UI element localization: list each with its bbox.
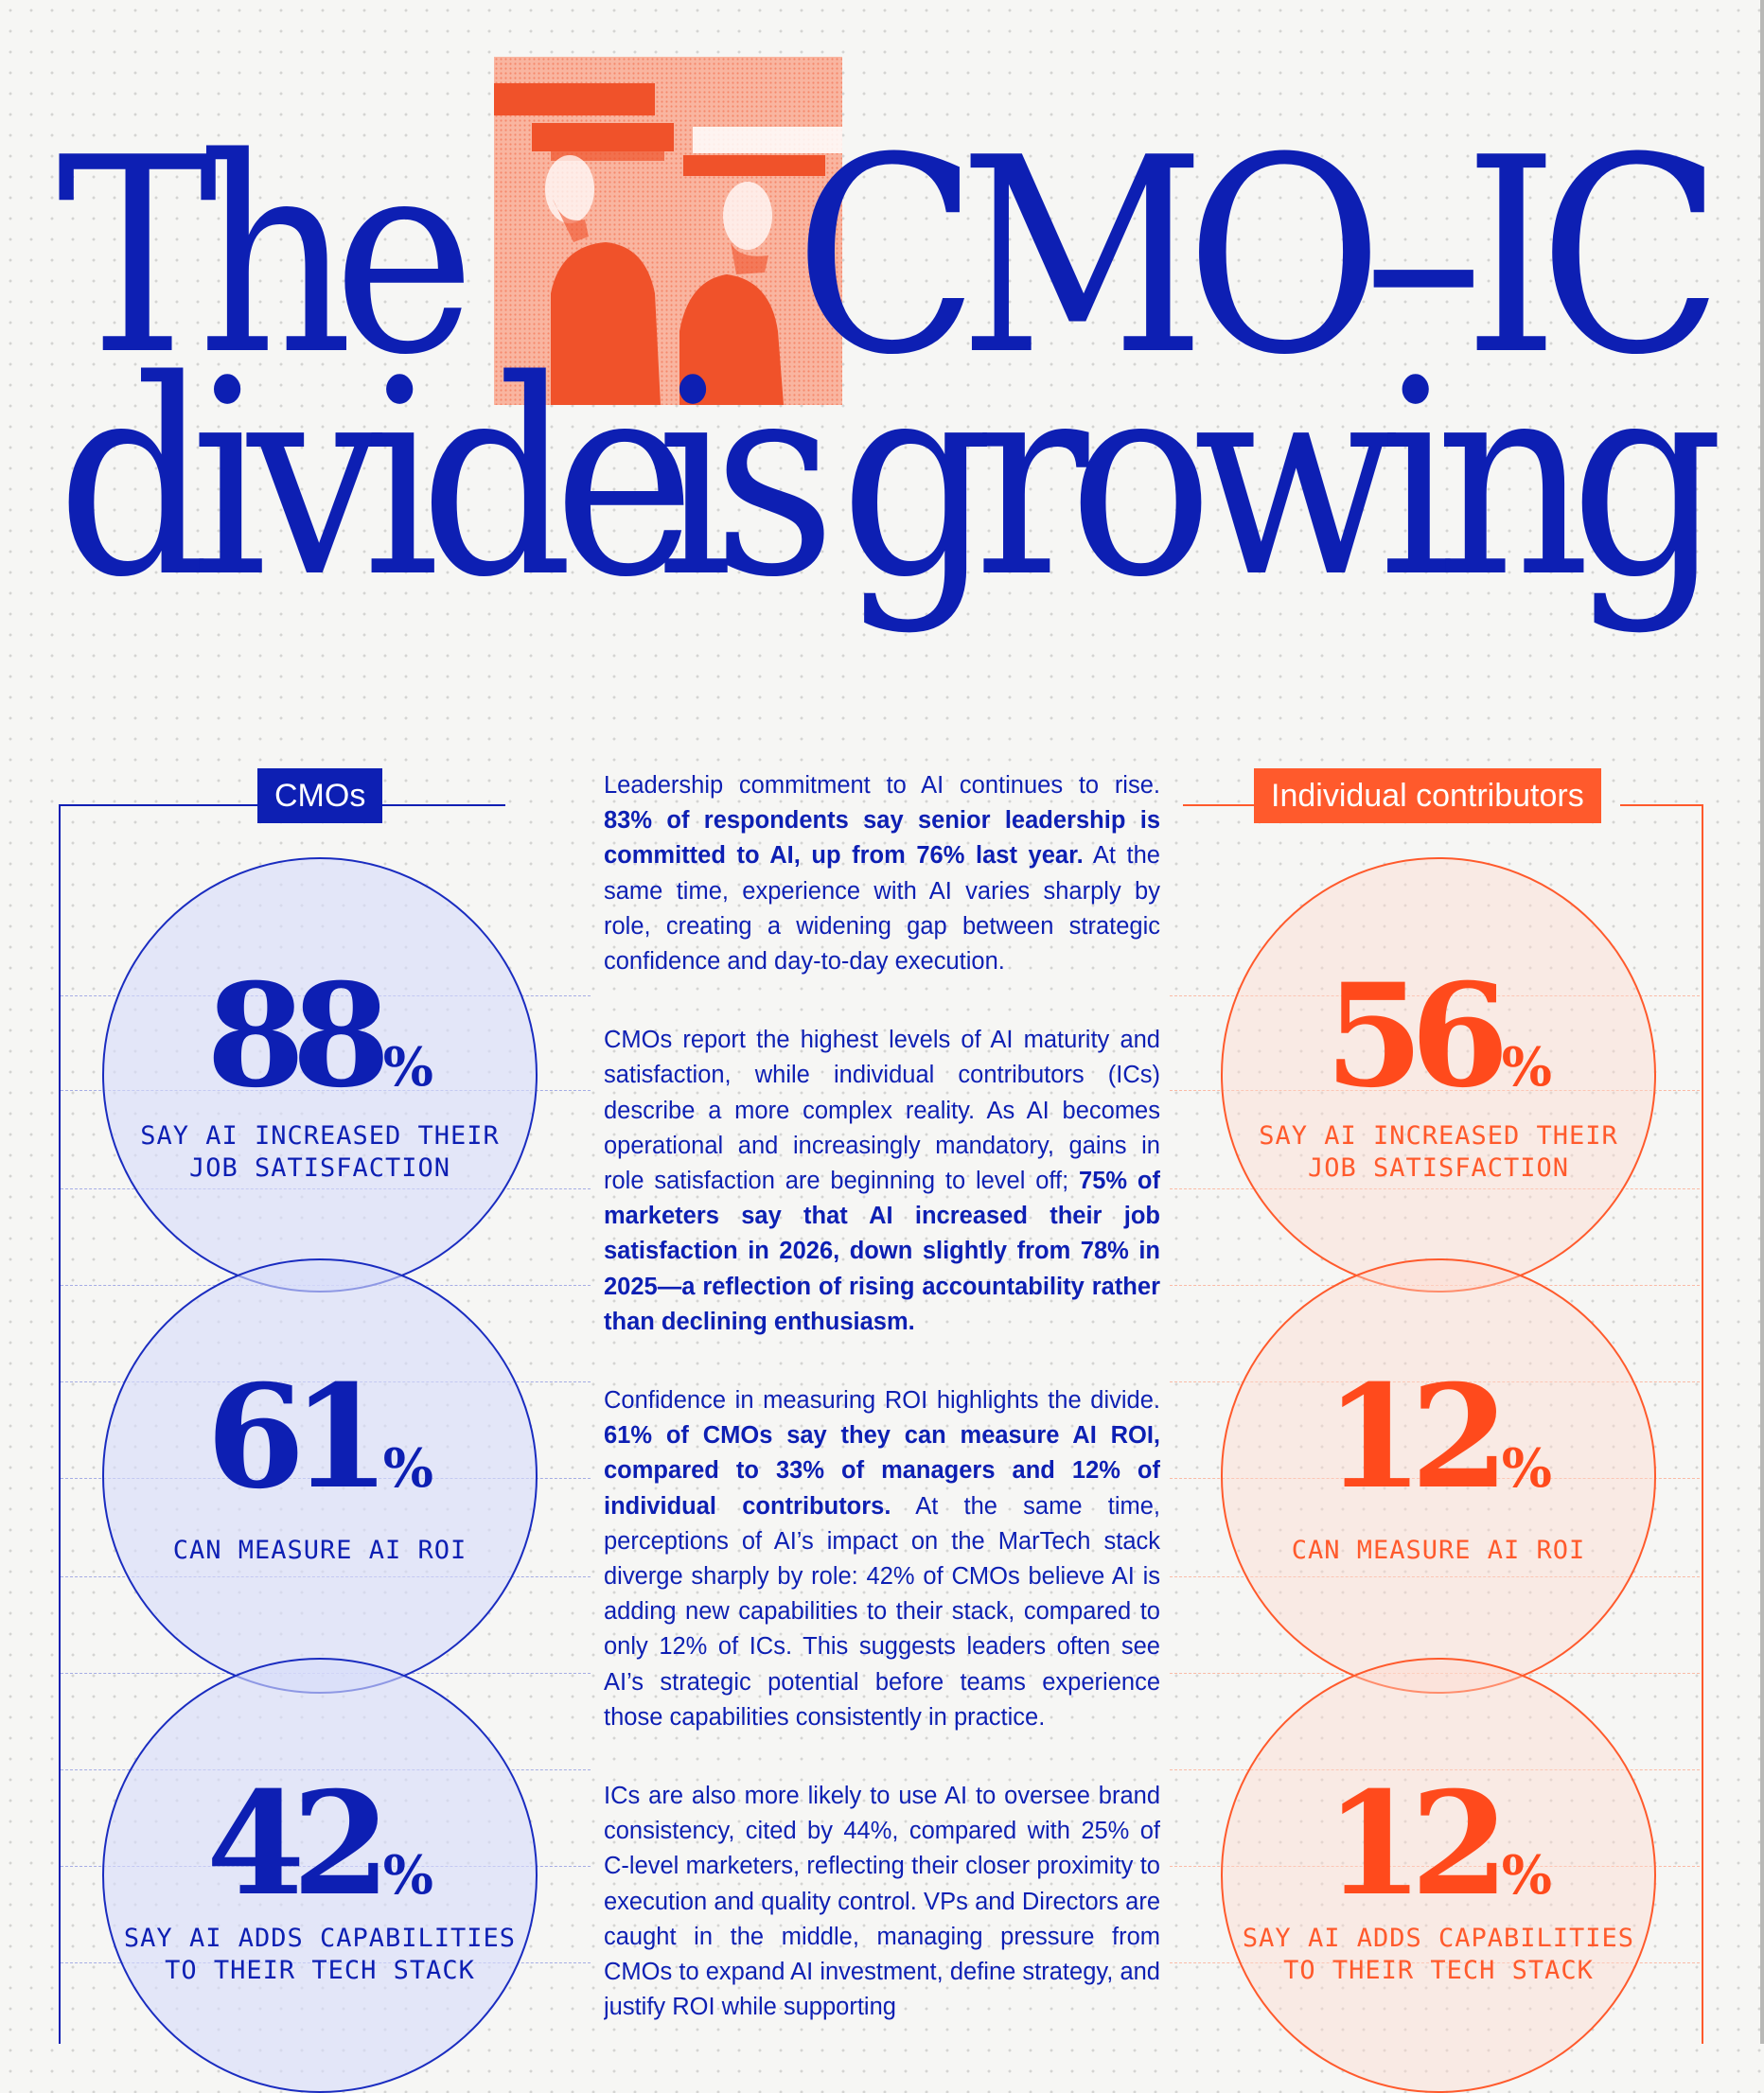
body-highlight: 83% of respondents say senior leadership… — [604, 807, 1160, 870]
body-copy: Leadership commitment to AI continues to… — [604, 768, 1160, 2044]
headline-word-the: The — [57, 100, 476, 414]
body-text-run: Leadership commitment to AI continues to… — [604, 772, 1160, 799]
ic-stat-job-satisfaction: 56% SAY AI INCREASED THEIR JOB SATISFACT… — [1221, 857, 1656, 1293]
headline-word-cmo-ic: CMO–IC — [794, 100, 1723, 414]
stat-caption: CAN MEASURE AI ROI — [172, 1536, 467, 1565]
cmo-stat-roi: 61% CAN MEASURE AI ROI — [102, 1258, 538, 1694]
stat-number: 42 — [206, 1761, 391, 1927]
stat-unit: % — [1501, 1036, 1552, 1099]
two-figures-illustration-icon — [494, 57, 842, 405]
ic-stat-tech-stack: 12% SAY AI ADDS CAPABILITIES TO THEIR TE… — [1221, 1658, 1656, 2093]
ic-frame-top — [1620, 804, 1703, 806]
stat-caption: CAN MEASURE AI ROI — [1291, 1536, 1586, 1565]
body-text-run: Confidence in measuring ROI highlights t… — [604, 1387, 1160, 1415]
stat-value: 12% — [1223, 1366, 1654, 1508]
stat-value: 61% — [104, 1366, 536, 1508]
stat-number: 12 — [1325, 1761, 1509, 1927]
stat-unit: % — [1501, 1437, 1552, 1500]
stat-value: 56% — [1223, 965, 1654, 1107]
stat-value: 88% — [104, 965, 536, 1107]
stat-caption: SAY AI INCREASED THEIR JOB SATISFACTION — [140, 1121, 500, 1183]
body-paragraph-1: Leadership commitment to AI continues to… — [604, 768, 1160, 979]
stat-number: 61 — [206, 1354, 391, 1521]
stat-number: 12 — [1325, 1354, 1509, 1521]
stat-caption: SAY AI ADDS CAPABILITIES TO THEIR TECH S… — [123, 1924, 517, 1985]
headline-word-growing: growing — [839, 323, 1724, 637]
body-highlight: 61% of CMOs say they can measure AI ROI,… — [604, 1422, 1160, 1520]
stat-unit: % — [382, 1437, 433, 1500]
cmo-column-frame — [59, 804, 61, 2044]
headline-word-divide: divide — [57, 323, 696, 637]
stat-unit: % — [1501, 1844, 1552, 1907]
cmo-frame-top-right — [382, 804, 505, 806]
body-paragraph-4: ICs are also more likely to use AI to ov… — [604, 1779, 1160, 2025]
page-edge — [1760, 0, 1764, 2044]
headline-word-is: is — [656, 323, 836, 637]
body-paragraph-3: Confidence in measuring ROI highlights t… — [604, 1383, 1160, 1735]
cmo-tag: CMOs — [257, 768, 383, 823]
body-paragraph-2: CMOs report the highest levels of AI mat… — [604, 1023, 1160, 1340]
cmo-stat-tech-stack: 42% SAY AI ADDS CAPABILITIES TO THEIR TE… — [102, 1658, 538, 2093]
stat-caption: SAY AI ADDS CAPABILITIES TO THEIR TECH S… — [1242, 1924, 1635, 1985]
stat-number: 56 — [1325, 953, 1509, 1119]
body-text-run: ICs are also more likely to use AI to ov… — [604, 1783, 1160, 2021]
body-text-run: CMOs report the highest levels of AI mat… — [604, 1027, 1160, 1195]
stat-unit: % — [382, 1844, 433, 1907]
body-text-run: At the same time, experience with AI var… — [604, 842, 1160, 976]
stat-number: 88 — [206, 953, 391, 1119]
body-highlight: 75% of marketers say that AI increased t… — [604, 1168, 1160, 1335]
body-text-run: At the same time, perceptions of AI’s im… — [604, 1492, 1160, 1731]
ic-column-frame — [1702, 804, 1703, 2044]
cmo-stat-job-satisfaction: 88% SAY AI INCREASED THEIR JOB SATISFACT… — [102, 857, 538, 1293]
ic-frame-top-left — [1183, 804, 1254, 806]
cmo-frame-top — [59, 804, 257, 806]
stat-unit: % — [382, 1036, 433, 1099]
stat-value: 12% — [1223, 1773, 1654, 1915]
ic-tag: Individual contributors — [1254, 768, 1601, 823]
stat-value: 42% — [104, 1773, 536, 1915]
ic-stat-roi: 12% CAN MEASURE AI ROI — [1221, 1258, 1656, 1694]
hero-image — [494, 57, 842, 405]
stat-caption: SAY AI INCREASED THEIR JOB SATISFACTION — [1259, 1121, 1618, 1183]
